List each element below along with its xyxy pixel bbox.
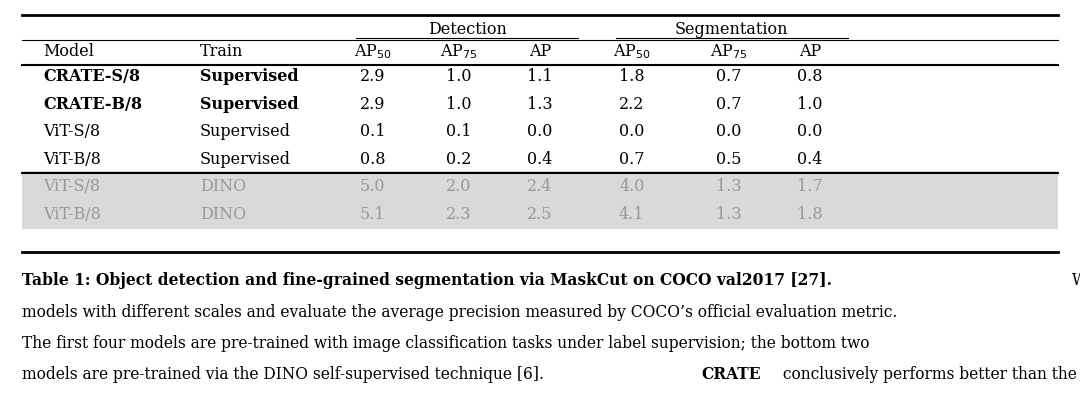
Text: AP: AP	[529, 43, 551, 60]
Text: 0.4: 0.4	[527, 151, 553, 168]
Text: 2.3: 2.3	[446, 206, 472, 223]
Text: 1.3: 1.3	[716, 206, 742, 223]
Text: 5.1: 5.1	[360, 206, 386, 223]
Text: 2.4: 2.4	[527, 178, 553, 196]
Text: 0.0: 0.0	[527, 123, 553, 140]
Text: ViT-B/8: ViT-B/8	[43, 206, 102, 223]
Text: 0.0: 0.0	[619, 123, 645, 140]
Text: AP$_{75}$: AP$_{75}$	[441, 42, 477, 61]
Text: ViT-S/8: ViT-S/8	[43, 123, 100, 140]
Text: We consider: We consider	[1067, 272, 1080, 290]
Text: 0.1: 0.1	[360, 123, 386, 140]
Text: CRATE-S/8: CRATE-S/8	[43, 68, 140, 85]
Text: Segmentation: Segmentation	[675, 21, 788, 38]
Text: ViT-S/8: ViT-S/8	[43, 178, 100, 196]
Text: 1.3: 1.3	[716, 178, 742, 196]
Text: conclusively performs better than the ViT at detection and segmentation metrics : conclusively performs better than the Vi…	[779, 366, 1080, 383]
Text: CRATE-B/8: CRATE-B/8	[43, 96, 143, 113]
Text: 0.7: 0.7	[716, 68, 742, 85]
Text: Detection: Detection	[428, 21, 507, 38]
Text: CRATE: CRATE	[701, 366, 761, 383]
Text: 0.8: 0.8	[360, 151, 386, 168]
Text: 1.8: 1.8	[797, 206, 823, 223]
Text: 2.0: 2.0	[446, 178, 472, 196]
Text: models are pre-trained via the DINO self-supervised technique [6].: models are pre-trained via the DINO self…	[22, 366, 549, 383]
Text: 0.2: 0.2	[446, 151, 472, 168]
Text: 0.1: 0.1	[446, 123, 472, 140]
Text: 0.0: 0.0	[797, 123, 823, 140]
Text: 0.8: 0.8	[797, 68, 823, 85]
Text: 0.0: 0.0	[716, 123, 742, 140]
Text: AP$_{50}$: AP$_{50}$	[612, 42, 651, 61]
Text: The first four models are pre-trained with image classification tasks under labe: The first four models are pre-trained wi…	[22, 335, 869, 352]
Text: models with different scales and evaluate the average precision measured by COCO: models with different scales and evaluat…	[22, 304, 897, 321]
Text: Supervised: Supervised	[200, 151, 291, 168]
Text: 4.0: 4.0	[619, 178, 645, 196]
Text: Supervised: Supervised	[200, 68, 298, 85]
Text: 1.1: 1.1	[527, 68, 553, 85]
Text: Model: Model	[43, 43, 94, 60]
Text: 1.3: 1.3	[527, 96, 553, 113]
Text: AP$_{75}$: AP$_{75}$	[711, 42, 747, 61]
Text: 1.8: 1.8	[619, 68, 645, 85]
Text: DINO: DINO	[200, 178, 246, 196]
Text: AP$_{50}$: AP$_{50}$	[353, 42, 392, 61]
Text: DINO: DINO	[200, 206, 246, 223]
Text: 2.2: 2.2	[619, 96, 645, 113]
Text: 0.7: 0.7	[716, 96, 742, 113]
Text: 2.9: 2.9	[360, 96, 386, 113]
Text: 0.5: 0.5	[716, 151, 742, 168]
Text: 1.7: 1.7	[797, 178, 823, 196]
Text: 2.5: 2.5	[527, 206, 553, 223]
Text: 1.0: 1.0	[446, 96, 472, 113]
Text: Train: Train	[200, 43, 243, 60]
Text: 0.7: 0.7	[619, 151, 645, 168]
Text: 2.9: 2.9	[360, 68, 386, 85]
Text: Supervised: Supervised	[200, 123, 291, 140]
Text: Supervised: Supervised	[200, 96, 298, 113]
Bar	[22, 171, 1058, 229]
Text: 5.0: 5.0	[360, 178, 386, 196]
Text: AP: AP	[799, 43, 821, 60]
Text: 4.1: 4.1	[619, 206, 645, 223]
Text: 1.0: 1.0	[797, 96, 823, 113]
Text: Table 1: Object detection and fine-grained segmentation via MaskCut on COCO val2: Table 1: Object detection and fine-grain…	[22, 272, 832, 290]
Text: ViT-B/8: ViT-B/8	[43, 151, 102, 168]
Text: 0.4: 0.4	[797, 151, 823, 168]
Text: 1.0: 1.0	[446, 68, 472, 85]
